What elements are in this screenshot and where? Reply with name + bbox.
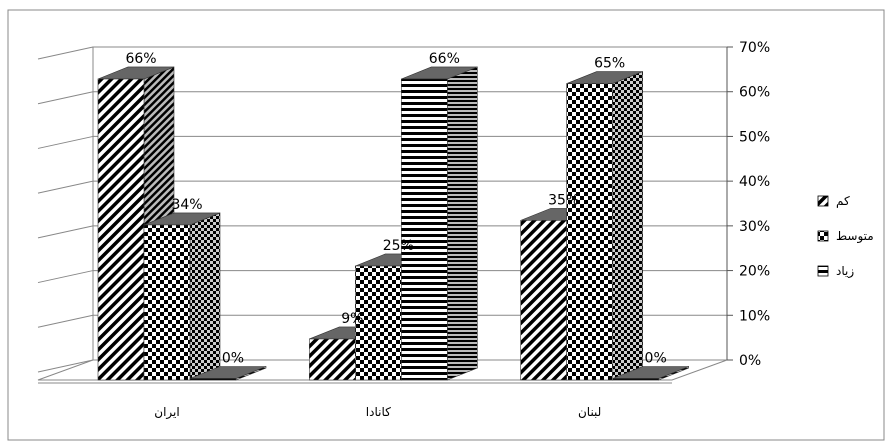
x-tick-label: ایران	[154, 405, 179, 420]
y-tick-label: 0%	[739, 353, 761, 369]
y-tick-label: 50%	[739, 129, 770, 145]
side-wall-line	[37, 46, 94, 60]
bar	[189, 366, 267, 381]
bar-front	[309, 338, 356, 381]
legend-swatch	[817, 195, 829, 207]
legend-swatch	[817, 265, 829, 277]
legend-label: زیاد	[836, 264, 854, 279]
y-tick-label: 20%	[739, 264, 770, 280]
value-label: 9%	[341, 311, 363, 327]
legend-label: متوسط	[836, 229, 874, 244]
x-tick-label: کانادا	[366, 405, 391, 419]
y-tick-label: 60%	[739, 85, 770, 101]
x-tick-label: لبنان	[578, 405, 601, 419]
bar-front	[566, 83, 613, 381]
legend-swatch	[817, 230, 829, 242]
legend: کم متوسط زیاد	[817, 194, 874, 279]
bar-front	[189, 378, 237, 381]
bars	[97, 66, 689, 381]
bar-front	[612, 378, 659, 381]
bar-side	[447, 66, 478, 381]
bar-front	[97, 78, 145, 381]
y-tick-label: 40%	[739, 174, 770, 190]
bar-front	[520, 220, 567, 381]
value-labels: 66% 34% 0% 9% 25% 66% 35% 65% 0%	[125, 51, 666, 367]
bar	[401, 66, 478, 381]
bar-front	[143, 224, 191, 381]
side-wall-line	[37, 270, 94, 284]
bar	[566, 71, 643, 381]
value-label: 66%	[125, 51, 156, 67]
y-tick-label: 30%	[739, 219, 770, 235]
value-label: 35%	[548, 192, 579, 208]
side-wall-line	[37, 91, 94, 105]
side-wall-line	[37, 135, 94, 149]
y-axis: 0% 10% 20% 30% 40% 50% 60% 70%	[726, 40, 770, 369]
value-label: 66%	[429, 51, 460, 67]
value-label: 25%	[383, 238, 414, 254]
bar-side	[189, 212, 221, 381]
y-tick-label: 70%	[739, 40, 770, 56]
value-label: 34%	[171, 197, 202, 213]
side-wall-line	[37, 359, 94, 373]
value-label: 65%	[594, 56, 625, 72]
x-axis: ایران کانادا لبنان	[38, 382, 672, 420]
bar-front	[355, 265, 402, 381]
legend-label: کم	[836, 194, 850, 208]
value-label: 0%	[645, 351, 667, 367]
bar-side	[612, 71, 643, 381]
bar-front	[401, 78, 448, 381]
bar	[143, 212, 221, 381]
y-tick-label: 10%	[739, 308, 770, 324]
value-label: 0%	[222, 351, 244, 367]
side-wall-line	[37, 225, 94, 239]
bar	[612, 366, 689, 381]
side-wall-line	[37, 180, 94, 194]
side-wall-line	[37, 314, 94, 328]
